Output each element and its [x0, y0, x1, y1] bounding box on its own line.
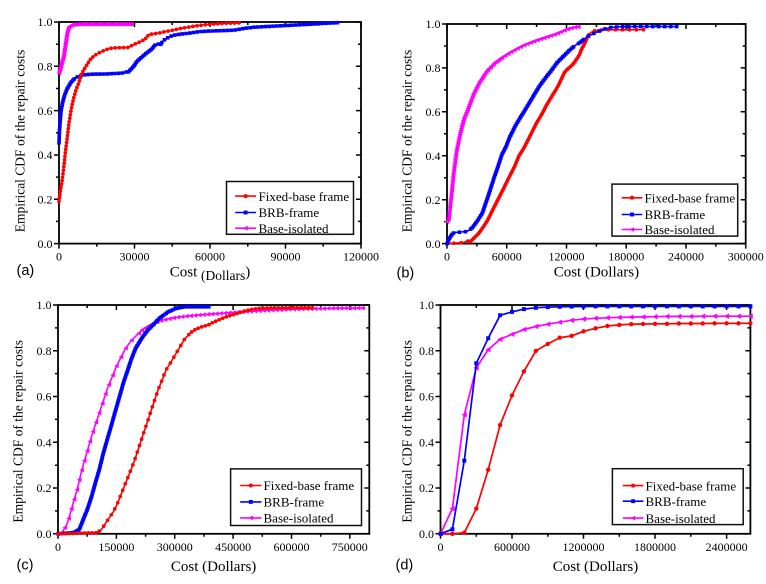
- svg-text:BRB-frame: BRB-frame: [264, 495, 325, 510]
- svg-text:1.0: 1.0: [426, 17, 441, 31]
- svg-text:30000: 30000: [120, 250, 150, 264]
- svg-text:0.6: 0.6: [419, 390, 434, 404]
- svg-text:Base-isolated: Base-isolated: [645, 222, 716, 237]
- svg-text:0.2: 0.2: [37, 481, 52, 495]
- svg-text:0: 0: [444, 250, 450, 264]
- svg-text:0.4: 0.4: [38, 148, 53, 162]
- svg-text:Empirical CDF of the repair co: Empirical CDF of the repair costs: [13, 50, 28, 233]
- svg-text:120000: 120000: [549, 250, 585, 264]
- svg-text:(c): (c): [17, 557, 34, 573]
- svg-text:0: 0: [56, 250, 62, 264]
- svg-text:(d): (d): [396, 557, 414, 573]
- svg-text:90000: 90000: [271, 250, 301, 264]
- svg-text:Fixed-base frame: Fixed-base frame: [259, 189, 350, 204]
- svg-text:300000: 300000: [157, 540, 193, 554]
- svg-text:0.2: 0.2: [38, 193, 53, 207]
- svg-text:0.0: 0.0: [419, 527, 434, 541]
- svg-text:0.2: 0.2: [419, 481, 434, 495]
- svg-text:0.6: 0.6: [426, 105, 441, 119]
- svg-text:0.8: 0.8: [419, 344, 434, 358]
- svg-text:0: 0: [438, 540, 444, 554]
- svg-text:0.2: 0.2: [426, 193, 441, 207]
- svg-text:0.6: 0.6: [37, 390, 52, 404]
- svg-text:0.0: 0.0: [37, 527, 52, 541]
- svg-text:Base-isolated: Base-isolated: [264, 511, 335, 526]
- svg-text:750000: 750000: [332, 540, 368, 554]
- svg-text:0.8: 0.8: [38, 60, 53, 74]
- svg-text:120000: 120000: [343, 250, 379, 264]
- svg-text:2400000: 2400000: [706, 540, 748, 554]
- svg-text:Cost (Dollars): Cost (Dollars): [170, 265, 251, 284]
- svg-text:0.0: 0.0: [38, 237, 53, 251]
- svg-text:240000: 240000: [668, 250, 704, 264]
- svg-text:600000: 600000: [274, 540, 310, 554]
- svg-text:Base-isolated: Base-isolated: [646, 511, 717, 526]
- svg-text:Fixed-base frame: Fixed-base frame: [646, 478, 737, 493]
- svg-text:Empirical CDF of the repair co: Empirical CDF of the repair costs: [400, 50, 415, 233]
- svg-text:Cost (Dollars): Cost (Dollars): [553, 559, 638, 575]
- svg-text:Fixed-base frame: Fixed-base frame: [264, 478, 355, 493]
- svg-text:1.0: 1.0: [419, 298, 434, 312]
- svg-text:0.0: 0.0: [426, 237, 441, 251]
- svg-text:450000: 450000: [215, 540, 251, 554]
- svg-text:BRB-frame: BRB-frame: [646, 494, 707, 509]
- svg-text:0.4: 0.4: [426, 149, 441, 163]
- svg-text:300000: 300000: [728, 250, 764, 264]
- svg-text:BRB-frame: BRB-frame: [645, 207, 706, 222]
- svg-text:60000: 60000: [195, 250, 225, 264]
- svg-text:0.4: 0.4: [419, 436, 434, 450]
- svg-text:1.0: 1.0: [38, 15, 53, 29]
- svg-text:Cost (Dollars): Cost (Dollars): [554, 265, 639, 281]
- svg-text:Cost (Dollars): Cost (Dollars): [171, 559, 256, 575]
- svg-text:(b): (b): [397, 265, 415, 281]
- svg-text:600000: 600000: [494, 540, 530, 554]
- svg-text:0: 0: [55, 540, 61, 554]
- svg-text:60000: 60000: [492, 250, 522, 264]
- svg-text:180000: 180000: [608, 250, 644, 264]
- svg-text:1200000: 1200000: [563, 540, 605, 554]
- svg-text:0.8: 0.8: [426, 61, 441, 75]
- svg-text:0.4: 0.4: [37, 436, 52, 450]
- svg-text:(a): (a): [17, 263, 35, 279]
- svg-text:1800000: 1800000: [634, 540, 676, 554]
- svg-text:0.8: 0.8: [37, 344, 52, 358]
- svg-text:Fixed-base frame: Fixed-base frame: [645, 191, 736, 206]
- svg-text:0.6: 0.6: [38, 104, 53, 118]
- svg-text:Base-isolated: Base-isolated: [259, 221, 330, 236]
- svg-text:BRB-frame: BRB-frame: [259, 205, 320, 220]
- svg-text:150000: 150000: [98, 540, 134, 554]
- svg-text:1.0: 1.0: [37, 298, 52, 312]
- svg-text:Empirical CDF of the repair co: Empirical CDF of the repair costs: [400, 340, 415, 523]
- svg-text:Empirical CDF of the repair co: Empirical CDF of the repair costs: [11, 340, 26, 523]
